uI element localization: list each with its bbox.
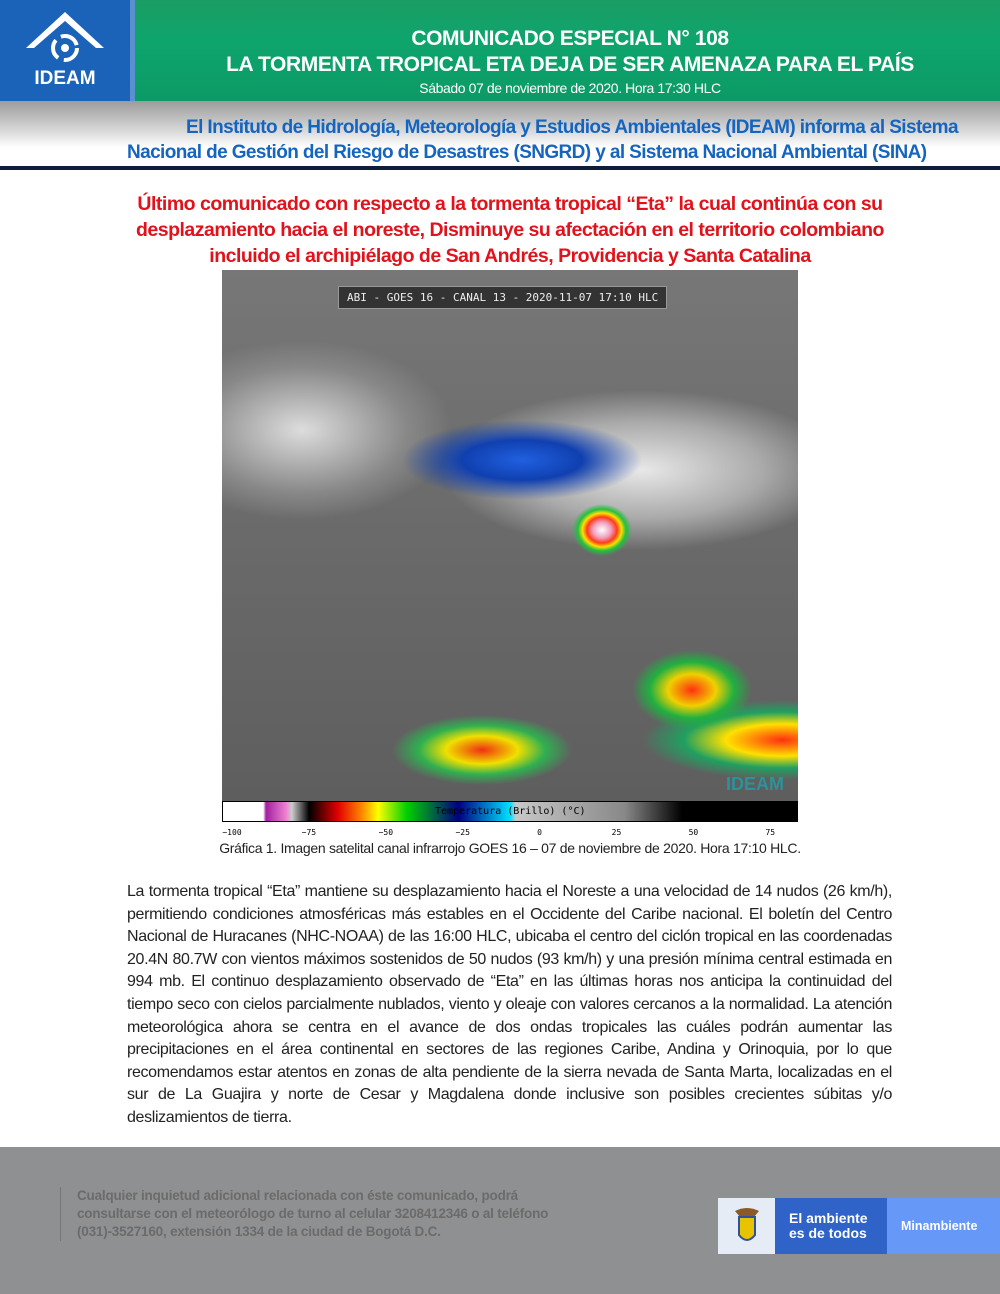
intro-line-2: Nacional de Gestión del Riesgo de Desast… [127, 142, 927, 163]
colorbar-tick: −100 [222, 828, 242, 837]
image-label: ABI - GOES 16 - CANAL 13 - 2020-11-07 17… [338, 286, 668, 309]
ideam-logo-icon [26, 12, 104, 62]
ideam-watermark: IDEAM [726, 774, 784, 794]
colorbar-tick: 75 [765, 828, 776, 837]
bulletin-title: LA TORMENTA TROPICAL ETA DEJA DE SER AME… [226, 53, 914, 76]
intro-band [0, 101, 1000, 167]
header-banner: IDEAM COMUNICADO ESPECIAL N° 108 LA TORM… [0, 0, 1000, 101]
colorbar-tick: 50 [688, 828, 699, 837]
colorbar: Temperatura (Brillo) (°C) [222, 801, 798, 822]
colorbar-tick: −25 [455, 828, 470, 837]
minambiente-logo: El ambiente es de todos Minambiente [718, 1198, 1000, 1254]
body-paragraph: La tormenta tropical “Eta” mantiene su d… [127, 883, 892, 1126]
footer: Cualquier inquietud adicional relacionad… [0, 1147, 1000, 1294]
ministry-name: Minambiente [887, 1198, 1000, 1254]
coat-of-arms-icon [718, 1198, 775, 1254]
figure-caption: Gráfica 1. Imagen satelital canal infrar… [219, 840, 801, 856]
bulletin-number: COMUNICADO ESPECIAL N° 108 [411, 27, 729, 50]
contact-info: Cualquier inquietud adicional relacionad… [60, 1187, 560, 1241]
intro-line-1: El Instituto de Hidrología, Meteorología… [186, 117, 959, 138]
colorbar-tick: 0 [537, 828, 543, 837]
bulletin-date: Sábado 07 de noviembre de 2020. Hora 17:… [419, 80, 721, 96]
ideam-logo: IDEAM [0, 0, 135, 101]
logo-text: IDEAM [34, 68, 96, 89]
colorbar-tick: −75 [301, 828, 317, 837]
colorbar-label: Temperatura (Brillo) (°C) [435, 806, 586, 817]
colorbar-tick: 25 [611, 828, 622, 837]
satellite-image: ABI - GOES 16 - CANAL 13 - 2020-11-07 17… [222, 270, 798, 801]
divider [0, 166, 1000, 170]
headline: Último comunicado con respecto a la torm… [136, 193, 884, 267]
slogan-line-2: es de todos [789, 1225, 867, 1241]
colorbar-tick: −50 [378, 828, 394, 837]
slogan-line-1: El ambiente [789, 1210, 868, 1226]
